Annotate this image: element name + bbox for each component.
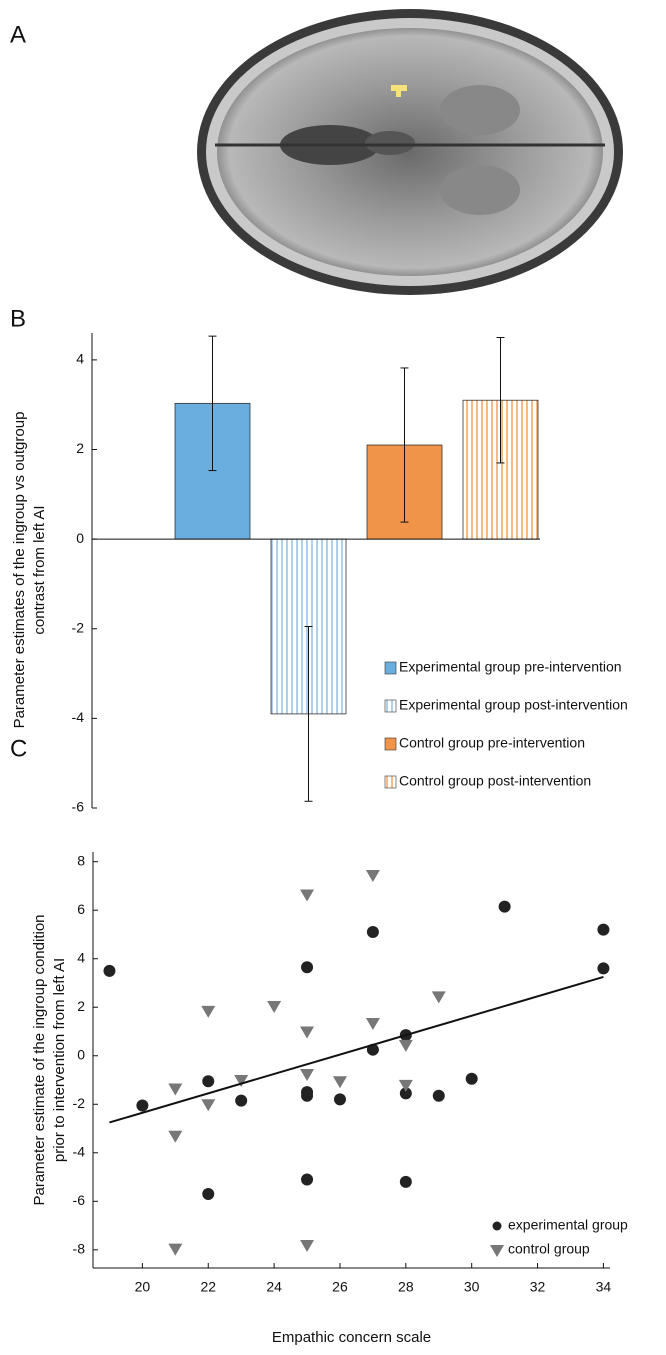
point — [366, 870, 380, 882]
y-axis-label: Parameter estimates of the ingroup vs ou… — [11, 412, 28, 729]
point — [136, 1099, 148, 1111]
legend-label: control group — [508, 1241, 590, 1257]
point — [267, 1001, 281, 1013]
y-tick-label: 0 — [76, 530, 84, 546]
legend-label: Control group post-intervention — [399, 773, 591, 789]
point — [432, 991, 446, 1003]
y-tick-label: -2 — [73, 1095, 86, 1111]
point — [333, 1076, 347, 1088]
legend-label: Experimental group post-intervention — [399, 697, 628, 713]
trend-line — [109, 977, 603, 1123]
y-axis-label: prior to intervention from left AI — [51, 958, 68, 1162]
point — [366, 1018, 380, 1030]
point — [301, 1090, 313, 1102]
point — [300, 1069, 314, 1081]
point — [168, 1084, 182, 1096]
y-tick-label: 2 — [76, 440, 84, 456]
point — [168, 1244, 182, 1256]
point — [300, 1026, 314, 1038]
legend-label: Experimental group pre-intervention — [399, 659, 622, 675]
legend-swatch — [385, 738, 396, 750]
y-tick-label: -6 — [73, 1192, 86, 1208]
y-tick-label: -8 — [73, 1241, 86, 1257]
y-tick-label: 6 — [77, 901, 85, 917]
point — [201, 1099, 215, 1111]
y-axis-label: Parameter estimate of the ingroup condit… — [31, 915, 48, 1206]
x-tick-label: 26 — [332, 1279, 348, 1295]
point — [334, 1093, 346, 1105]
point — [202, 1075, 214, 1087]
point — [202, 1188, 214, 1200]
legend-label: Control group pre-intervention — [399, 735, 585, 751]
legend-marker — [493, 1222, 502, 1231]
y-tick-label: 4 — [76, 351, 84, 367]
legend-swatch — [385, 700, 396, 712]
y-tick-label: 0 — [77, 1046, 85, 1062]
y-tick-label: -4 — [73, 1143, 86, 1159]
point — [466, 1073, 478, 1085]
point — [201, 1006, 215, 1018]
legend-swatch — [385, 662, 396, 674]
point — [433, 1090, 445, 1102]
x-tick-label: 32 — [530, 1279, 546, 1295]
point — [235, 1095, 247, 1107]
point — [499, 901, 511, 913]
x-tick-label: 34 — [596, 1279, 612, 1295]
legend-swatch — [385, 776, 396, 788]
x-axis-label: Empathic concern scale — [272, 1329, 431, 1346]
point — [168, 1131, 182, 1143]
x-tick-label: 22 — [200, 1279, 216, 1295]
figure: A B Parameter estimates of the ingroup vs… — [0, 0, 666, 1350]
brain-image — [197, 9, 623, 295]
page: A B Parameter estimates of the ingroup vs… — [0, 0, 666, 1355]
legend-marker — [490, 1245, 504, 1257]
point — [597, 924, 609, 936]
panel-label: A — [10, 21, 26, 48]
point — [301, 961, 313, 973]
point — [300, 889, 314, 901]
legend-label: experimental group — [508, 1217, 628, 1233]
x-tick-label: 28 — [398, 1279, 414, 1295]
panel-label: C — [10, 735, 27, 762]
y-tick-label: -6 — [72, 799, 85, 815]
x-tick-label: 20 — [135, 1279, 151, 1295]
y-tick-label: -4 — [72, 709, 85, 725]
point — [300, 1240, 314, 1252]
y-tick-label: 8 — [77, 852, 85, 868]
point — [400, 1176, 412, 1188]
y-tick-label: 4 — [77, 949, 85, 965]
point — [301, 1173, 313, 1185]
point — [597, 962, 609, 974]
point — [103, 965, 115, 977]
y-axis-label: contrast from left AI — [31, 505, 48, 634]
panel-label: B — [10, 305, 26, 332]
point — [399, 1040, 413, 1052]
x-tick-label: 30 — [464, 1279, 480, 1295]
x-tick-label: 24 — [266, 1279, 282, 1295]
point — [367, 926, 379, 938]
y-tick-label: 2 — [77, 998, 85, 1014]
y-tick-label: -2 — [72, 619, 85, 635]
